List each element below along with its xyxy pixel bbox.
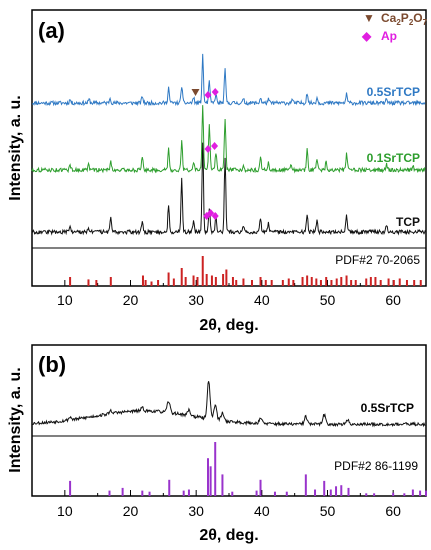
panel-a-ylabel: Intensity, a. u. xyxy=(7,95,24,201)
x-tick-label: 60 xyxy=(385,292,401,308)
legend-ca2p2o7-label: Ca2P2O7 xyxy=(381,11,428,27)
panel-b-frame xyxy=(31,344,427,497)
series-label-0.1SrTCP: 0.1SrTCP xyxy=(367,151,420,165)
panel-a-legend: ▼ Ca2P2O7 ◆ Ap xyxy=(361,11,428,43)
panel-a-label: (a) xyxy=(38,18,65,43)
series-line-0.1SrTCP xyxy=(31,105,426,174)
panel-b: (b) Intensity, a. u. 2θ, deg. 10 20 30 40 50… xyxy=(7,344,427,544)
panel-b-x-ticks: 10 20 30 40 50 60 xyxy=(31,490,427,519)
x-tick-label: 10 xyxy=(57,503,73,519)
ap-marker xyxy=(207,209,215,217)
panel-b-ylabel: Intensity, a. u. xyxy=(7,367,24,473)
ap-marker xyxy=(204,91,212,99)
panel-b-xlabel: 2θ, deg. xyxy=(199,527,258,544)
ap-marker xyxy=(211,88,219,96)
ap-marker xyxy=(204,145,212,153)
x-tick-label: 10 xyxy=(57,292,73,308)
panel-a-phase-markers xyxy=(191,88,219,220)
series-label-0.5SrTCP: 0.5SrTCP xyxy=(361,401,414,415)
x-tick-label: 40 xyxy=(254,503,270,519)
panel-a: (a) Intensity, a. u. 2θ, deg. 10 20 30 40 50… xyxy=(7,9,428,334)
panel-a-x-ticks: 10 20 30 40 50 60 xyxy=(31,280,427,308)
x-tick-label: 60 xyxy=(385,503,401,519)
panel-b-label: (b) xyxy=(38,352,66,377)
x-tick-label: 30 xyxy=(188,292,204,308)
series-label-TCP: TCP xyxy=(396,215,420,229)
x-tick-label: 50 xyxy=(320,292,336,308)
series-line-0.5SrTCP xyxy=(31,381,426,428)
series-line-TCP xyxy=(31,142,426,236)
panel-b-reference-label: PDF#2 86-1199 xyxy=(334,459,418,473)
ap-marker xyxy=(211,142,219,150)
x-tick-label: 30 xyxy=(188,503,204,519)
x-tick-label: 20 xyxy=(123,503,139,519)
panel-a-series-labels: 0.5SrTCP 0.1SrTCP TCP xyxy=(367,85,420,229)
legend-ca2p2o7-symbol: ▼ xyxy=(363,11,375,25)
x-tick-label: 40 xyxy=(254,292,270,308)
series-label-0.5SrTCP: 0.5SrTCP xyxy=(367,85,420,99)
x-tick-label: 50 xyxy=(320,503,336,519)
panel-b-series xyxy=(31,381,426,428)
panel-a-series xyxy=(31,53,426,236)
panel-b-reference-pattern xyxy=(69,442,427,496)
panel-a-frame xyxy=(31,9,427,287)
series-line-0.5SrTCP xyxy=(31,53,426,107)
panel-a-xlabel: 2θ, deg. xyxy=(199,317,258,334)
legend-ap-label: Ap xyxy=(381,29,397,43)
ap-marker xyxy=(211,212,219,220)
ca2p2o7-marker xyxy=(191,89,200,96)
x-tick-label: 20 xyxy=(123,292,139,308)
panel-a-reference-label: PDF#2 70-2065 xyxy=(335,253,420,267)
panel-b-series-labels: 0.5SrTCP xyxy=(361,401,414,415)
legend-ap-symbol: ◆ xyxy=(361,29,372,43)
panel-a-reference-pattern xyxy=(69,256,422,286)
